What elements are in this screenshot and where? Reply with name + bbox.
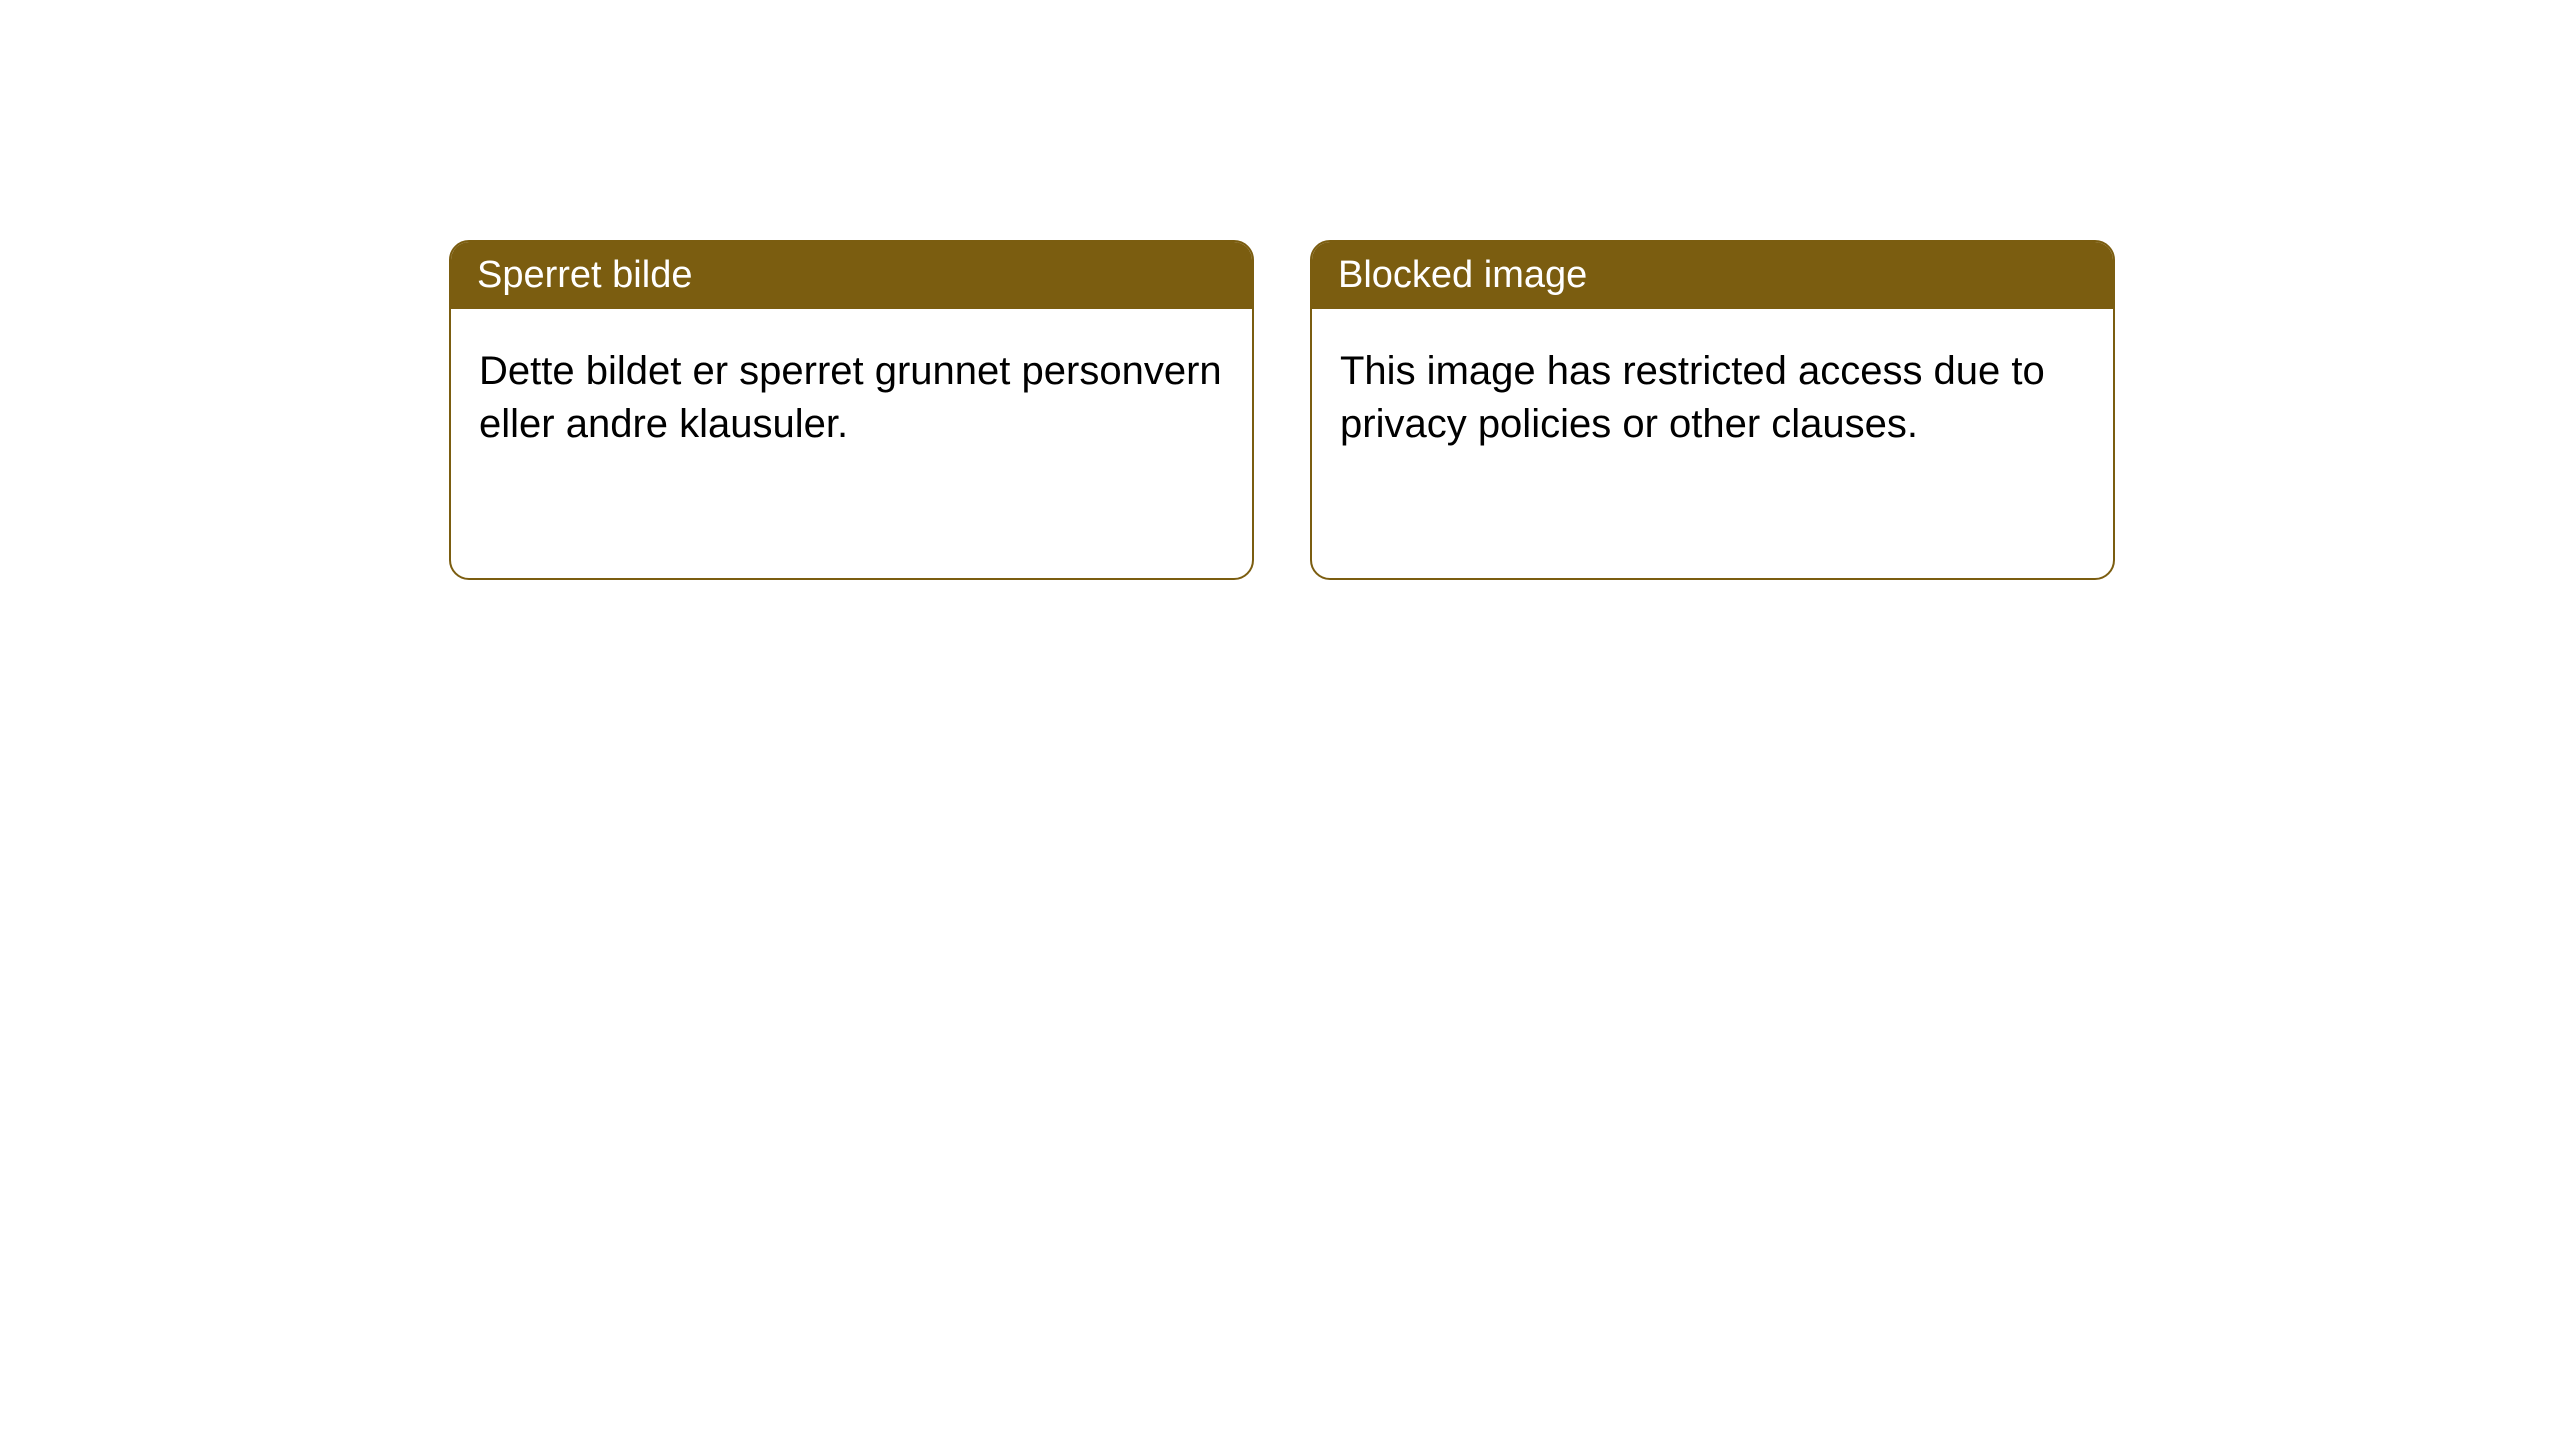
card-body: This image has restricted access due to … xyxy=(1312,309,2113,487)
card-body: Dette bildet er sperret grunnet personve… xyxy=(451,309,1252,487)
card-body-text: Dette bildet er sperret grunnet personve… xyxy=(479,349,1222,446)
blocked-image-card-en: Blocked image This image has restricted … xyxy=(1310,240,2115,580)
card-title: Sperret bilde xyxy=(477,254,692,296)
card-header: Blocked image xyxy=(1312,242,2113,309)
notice-container: Sperret bilde Dette bildet er sperret gr… xyxy=(0,0,2560,580)
card-body-text: This image has restricted access due to … xyxy=(1340,349,2045,446)
blocked-image-card-no: Sperret bilde Dette bildet er sperret gr… xyxy=(449,240,1254,580)
card-header: Sperret bilde xyxy=(451,242,1252,309)
card-title: Blocked image xyxy=(1338,254,1587,296)
